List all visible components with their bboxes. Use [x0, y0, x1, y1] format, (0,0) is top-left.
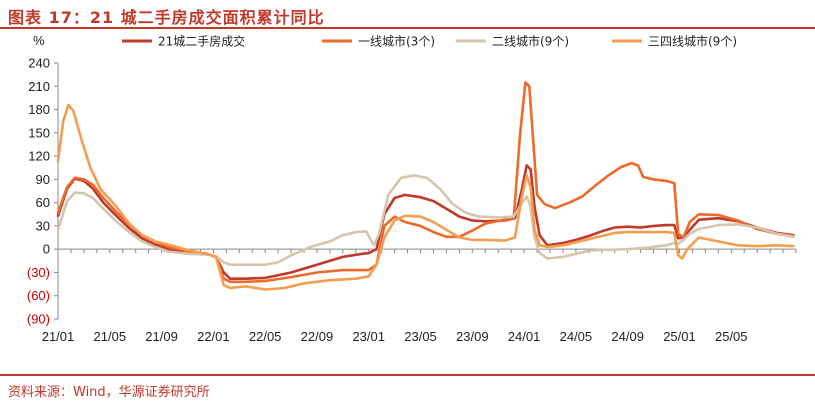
x-axis: 21/01 21/05 21/09 22/01 22/05 22/09 23/01 23/05…: [42, 248, 797, 344]
x-tick-label: 23/05: [404, 329, 437, 344]
y-axis: 240 210 180 150 120 90 60 30 0 (30) (60) (90): [27, 56, 59, 327]
series-line-2: [56, 81, 795, 284]
series-line-4: [56, 103, 795, 291]
x-tick-label: 21/09: [145, 329, 178, 344]
y-tick-label: 60: [36, 195, 50, 210]
x-tick-label: 24/05: [560, 329, 593, 344]
x-tick-label: 22/01: [197, 329, 230, 344]
x-tick-label: 24/09: [611, 329, 644, 344]
x-tick-label: 24/01: [508, 329, 541, 344]
legend-label: 21城二手房成交: [158, 34, 245, 49]
y-tick-label: 0: [43, 242, 50, 257]
source-note: 资料来源：Wind，华源证券研究所: [8, 385, 210, 400]
source-rule: [0, 374, 815, 376]
y-tick-label: 240: [28, 56, 50, 71]
y-tick-label: (60): [27, 288, 50, 303]
x-tick-label: 22/09: [301, 329, 334, 344]
y-tick-label: 30: [36, 218, 50, 233]
chart-title: 图表 17：21 城二手房成交面积累计同比: [8, 8, 325, 27]
legend: 21城二手房成交 一线城市(3个) 二线城市(9个) 三四线城市(9个): [122, 34, 737, 49]
x-tick-label: 23/01: [352, 329, 385, 344]
y-tick-label: 180: [28, 102, 50, 117]
x-tick-label: 25/05: [715, 329, 748, 344]
legend-label: 一线城市(3个): [358, 34, 435, 49]
series-line-3: [56, 174, 795, 266]
series-line-1: [56, 164, 795, 280]
y-tick-label: 210: [28, 79, 50, 94]
x-tick-label: 21/05: [94, 329, 127, 344]
x-tick-label: 23/09: [456, 329, 489, 344]
line-chart: % 21城二手房成交 一线城市(3个) 二线城市(9个) 三四线城市(9个) 2402…: [27, 33, 797, 344]
y-tick-label: 150: [28, 125, 50, 140]
series-lines: [56, 81, 795, 291]
x-tick-label: 21/01: [42, 329, 75, 344]
legend-label: 三四线城市(9个): [648, 34, 737, 49]
y-axis-label: %: [33, 33, 45, 48]
legend-label: 二线城市(9个): [492, 34, 569, 49]
x-tick-label: 25/01: [663, 329, 696, 344]
x-tick-label: 22/05: [249, 329, 282, 344]
y-tick-label: 90: [36, 172, 50, 187]
y-tick-label: (90): [27, 312, 50, 327]
y-tick-label: 120: [28, 149, 50, 164]
title-rule: [0, 27, 815, 29]
y-tick-label: (30): [27, 265, 50, 280]
